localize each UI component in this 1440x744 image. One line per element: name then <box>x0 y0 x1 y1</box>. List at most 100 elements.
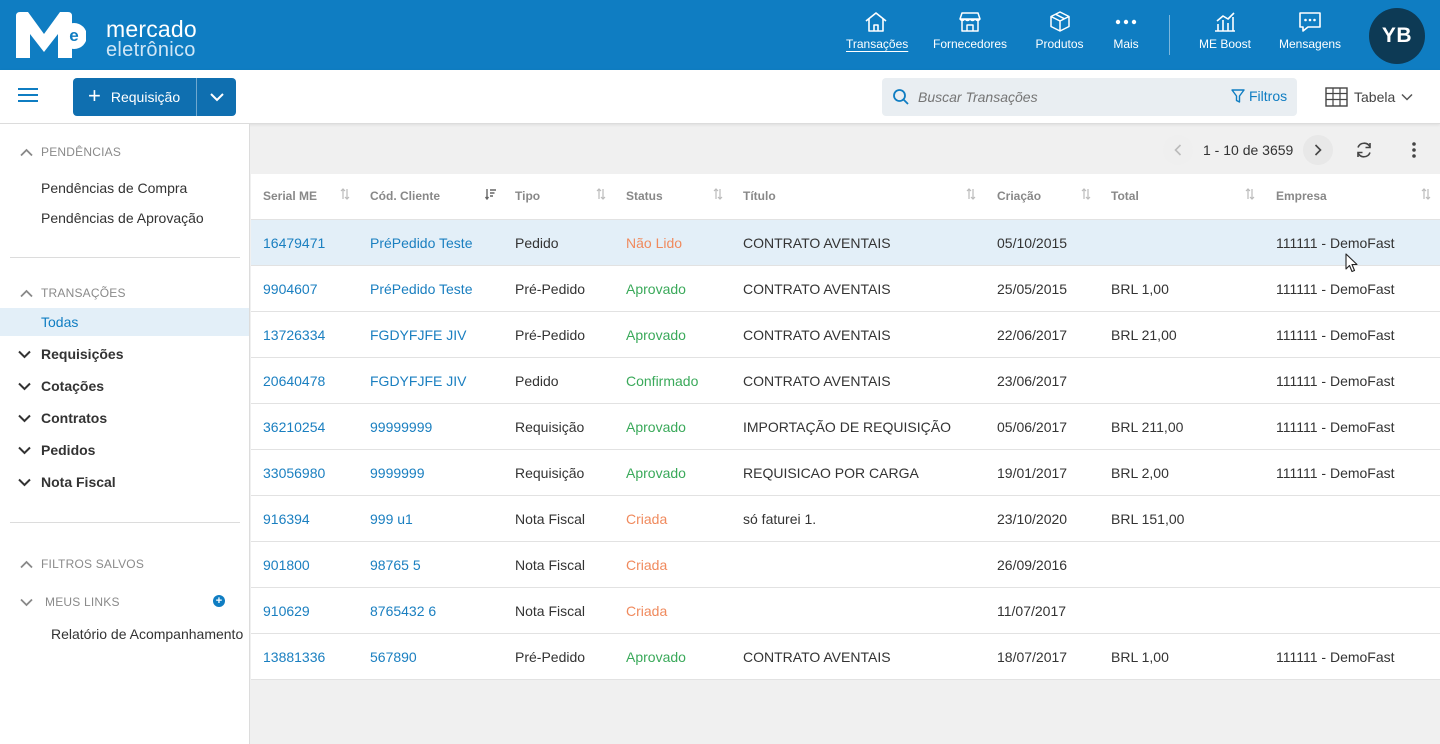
column-header-status[interactable]: Status <box>626 189 663 203</box>
view-selector[interactable]: Tabela <box>1325 87 1419 107</box>
search-input[interactable] <box>918 87 1218 107</box>
cell-serial[interactable]: 16479471 <box>263 235 326 251</box>
table-row[interactable]: 13881336 567890 Pré-Pedido Aprovado CONTRATO… <box>251 634 1440 680</box>
column-header-tipo[interactable]: Tipo <box>515 189 541 203</box>
chevron-down-icon <box>18 478 31 486</box>
sidebar-item-pendencias-compra[interactable]: Pendências de Compra <box>41 180 188 196</box>
sidebar-group-nota-fiscal[interactable]: Nota Fiscal <box>18 474 116 490</box>
table-row[interactable]: 9904607 PréPedido Teste Pré-Pedido Aprovado… <box>251 266 1440 312</box>
cell-cliente[interactable]: 567890 <box>370 649 417 665</box>
pendencias-section-header[interactable]: PENDÊNCIAS <box>20 145 121 159</box>
requisicao-split-button: + Requisição <box>73 78 236 116</box>
sidebar-group-label: Pedidos <box>41 442 96 458</box>
sort-icon[interactable] <box>340 188 350 200</box>
sort-icon[interactable] <box>1081 188 1091 200</box>
nav-transacoes[interactable]: Transações <box>846 10 908 62</box>
chevron-down-icon <box>209 93 224 102</box>
table-row[interactable]: 20640478 FGDYFJFE JIV Pedido Confirmado CONT… <box>251 358 1440 404</box>
cell-tipo: Requisição <box>515 419 585 435</box>
transactions-table: Serial ME Cód. Cliente Tipo Status Títul… <box>251 174 1440 680</box>
cell-serial[interactable]: 36210254 <box>263 419 326 435</box>
cell-cliente[interactable]: FGDYFJFE JIV <box>370 327 467 343</box>
nav-mensagens[interactable]: Mensagens <box>1279 10 1341 62</box>
table-row[interactable]: 910629 8765432 6 Nota Fiscal Criada 11/07/20… <box>251 588 1440 634</box>
refresh-icon[interactable] <box>1355 141 1373 159</box>
cell-serial[interactable]: 9904607 <box>263 281 318 297</box>
column-header-cliente[interactable]: Cód. Cliente <box>370 189 441 203</box>
cell-titulo: CONTRATO AVENTAIS <box>743 235 891 251</box>
logo-text-mercado: mercado <box>106 16 197 42</box>
cell-cliente[interactable]: PréPedido Teste <box>370 235 473 251</box>
cell-criacao: 25/05/2015 <box>997 281 1068 297</box>
cell-status: Criada <box>626 557 668 573</box>
sort-desc-icon[interactable] <box>485 188 497 200</box>
nav-mais[interactable]: Mais <box>1111 10 1141 62</box>
cell-titulo: CONTRATO AVENTAIS <box>743 281 891 297</box>
cell-serial[interactable]: 20640478 <box>263 373 326 389</box>
chevron-down-icon <box>18 382 31 390</box>
cell-serial[interactable]: 13726334 <box>263 327 326 343</box>
filtros-salvos-section-header[interactable]: FILTROS SALVOS <box>20 557 144 571</box>
add-link-icon[interactable]: + <box>213 595 225 607</box>
column-header-empresa[interactable]: Empresa <box>1276 189 1327 203</box>
cell-cliente[interactable]: 8765432 6 <box>370 603 437 619</box>
message-icon <box>1299 12 1321 32</box>
sidebar-group-label: Cotações <box>41 378 105 394</box>
cell-serial[interactable]: 916394 <box>263 511 310 527</box>
nav-me-boost[interactable]: ME Boost <box>1198 10 1252 62</box>
requisicao-dropdown-button[interactable] <box>197 78 236 116</box>
cell-cliente[interactable]: FGDYFJFE JIV <box>370 373 467 389</box>
nav-produtos[interactable]: Produtos <box>1034 10 1085 62</box>
sidebar-item-relatorio[interactable]: Relatório de Acompanhamento <box>51 626 244 642</box>
table-row[interactable]: 36210254 99999999 Requisição Aprovado IMPORT… <box>251 404 1440 450</box>
cell-empresa: 111111 - DemoFast <box>1276 373 1395 389</box>
cell-cliente[interactable]: 9999999 <box>370 465 425 481</box>
sidebar-group-contratos[interactable]: Contratos <box>18 410 107 426</box>
cell-titulo: IMPORTAÇÃO DE REQUISIÇÃO <box>743 419 951 435</box>
prev-page-button[interactable] <box>1163 135 1193 165</box>
hamburger-menu-icon[interactable] <box>18 88 38 106</box>
cell-serial[interactable]: 901800 <box>263 557 310 573</box>
column-header-serial[interactable]: Serial ME <box>263 189 318 203</box>
nav-fornecedores[interactable]: Fornecedores <box>933 10 1007 62</box>
sort-icon[interactable] <box>713 188 723 200</box>
cell-serial[interactable]: 13881336 <box>263 649 326 665</box>
cell-serial[interactable]: 910629 <box>263 603 310 619</box>
cell-status: Criada <box>626 603 668 619</box>
transacoes-section-header[interactable]: TRANSAÇÕES <box>20 286 126 300</box>
logo-mark-icon: e <box>16 12 86 58</box>
cell-cliente[interactable]: 98765 5 <box>370 557 421 573</box>
kebab-menu-icon[interactable] <box>1408 141 1420 159</box>
column-header-criacao[interactable]: Criação <box>997 189 1042 203</box>
cell-criacao: 23/10/2020 <box>997 511 1068 527</box>
sort-icon[interactable] <box>966 188 976 200</box>
column-header-titulo[interactable]: Título <box>743 189 776 203</box>
cell-status: Criada <box>626 511 668 527</box>
sort-icon[interactable] <box>1245 188 1255 200</box>
sidebar-group-pedidos[interactable]: Pedidos <box>18 442 95 458</box>
cell-serial[interactable]: 33056980 <box>263 465 326 481</box>
sidebar-group-cotacoes[interactable]: Cotações <box>18 378 104 394</box>
sidebar-item-pendencias-aprovacao[interactable]: Pendências de Aprovação <box>41 210 204 226</box>
user-avatar[interactable]: YB <box>1369 8 1425 64</box>
table-row[interactable]: 13726334 FGDYFJFE JIV Pré-Pedido Aprovado CO… <box>251 312 1440 358</box>
sort-icon[interactable] <box>596 188 606 200</box>
table-row[interactable]: 33056980 9999999 Requisição Aprovado REQUISI… <box>251 450 1440 496</box>
meus-links-section-header[interactable]: MEUS LINKS <box>20 595 120 609</box>
cell-status: Aprovado <box>626 465 686 481</box>
cell-cliente[interactable]: PréPedido Teste <box>370 281 473 297</box>
column-header-total[interactable]: Total <box>1111 189 1139 203</box>
table-row[interactable]: 901800 98765 5 Nota Fiscal Criada 26/09/2016 <box>251 542 1440 588</box>
mercado-eletronico-logo[interactable]: e mercado eletrônico <box>14 10 204 62</box>
table-row[interactable]: 16479471 PréPedido Teste Pedido Não Lido CON… <box>251 220 1440 266</box>
cell-cliente[interactable]: 999 u1 <box>370 511 413 527</box>
sort-icon[interactable] <box>1421 188 1431 200</box>
filtros-button[interactable]: Filtros <box>1230 88 1287 104</box>
sidebar-group-label: Contratos <box>41 410 108 426</box>
sidebar-item-todas[interactable]: Todas <box>0 308 249 336</box>
cell-cliente[interactable]: 99999999 <box>370 419 433 435</box>
sidebar-group-requisicoes[interactable]: Requisições <box>18 346 123 362</box>
next-page-button[interactable] <box>1303 135 1333 165</box>
table-row[interactable]: 916394 999 u1 Nota Fiscal Criada só faturei … <box>251 496 1440 542</box>
new-requisicao-button[interactable]: + Requisição <box>73 78 197 116</box>
